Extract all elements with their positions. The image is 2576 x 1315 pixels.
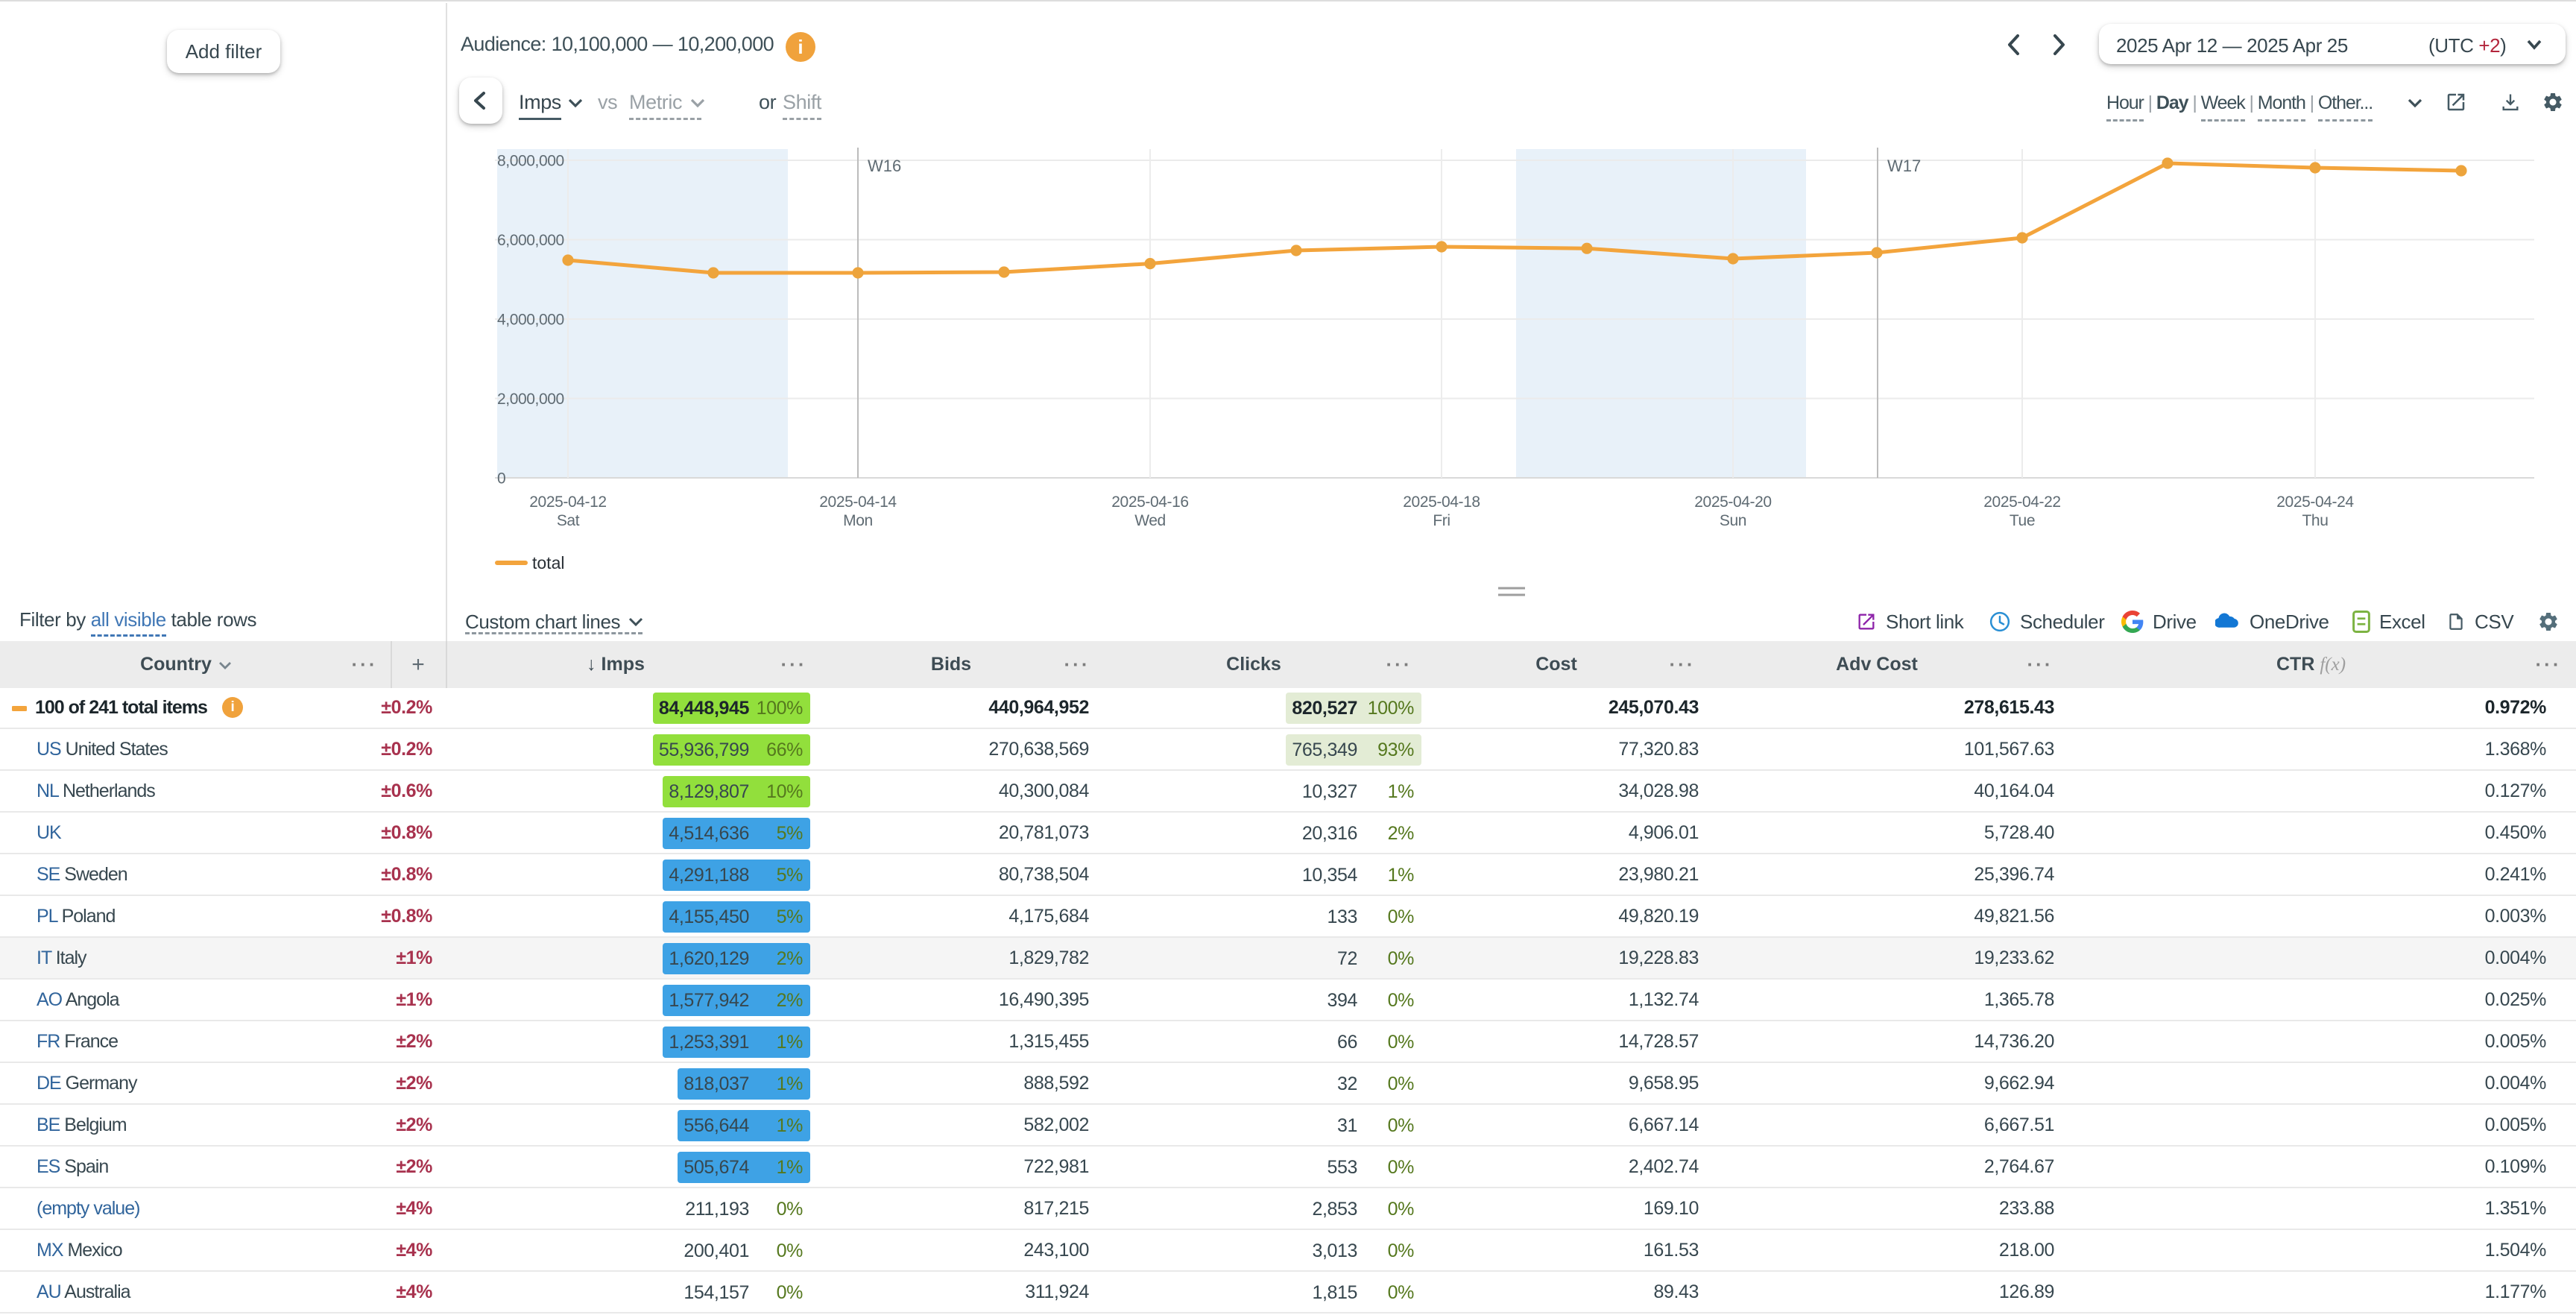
svg-text:Wed: Wed xyxy=(1134,512,1166,529)
svg-text:6,000,000: 6,000,000 xyxy=(497,232,564,249)
svg-text:2025-04-12: 2025-04-12 xyxy=(529,493,606,511)
svg-text:0: 0 xyxy=(497,470,505,487)
svg-text:2025-04-20: 2025-04-20 xyxy=(1694,493,1771,511)
svg-text:W17: W17 xyxy=(1887,157,1921,175)
svg-text:Mon: Mon xyxy=(843,512,873,529)
svg-text:Tue: Tue xyxy=(2010,512,2035,529)
svg-text:2,000,000: 2,000,000 xyxy=(497,391,564,408)
svg-text:W16: W16 xyxy=(868,157,901,175)
svg-text:Thu: Thu xyxy=(2302,512,2329,529)
svg-text:total: total xyxy=(532,553,564,573)
svg-text:2025-04-24: 2025-04-24 xyxy=(2276,493,2354,511)
svg-text:2025-04-16: 2025-04-16 xyxy=(1111,493,1188,511)
svg-text:4,000,000: 4,000,000 xyxy=(497,311,564,328)
svg-text:2025-04-14: 2025-04-14 xyxy=(819,493,897,511)
svg-text:Sun: Sun xyxy=(1720,512,1746,529)
svg-text:2025-04-18: 2025-04-18 xyxy=(1403,493,1480,511)
svg-text:Sat: Sat xyxy=(557,512,580,529)
svg-text:2025-04-22: 2025-04-22 xyxy=(1983,493,2060,511)
svg-text:8,000,000: 8,000,000 xyxy=(497,152,564,169)
svg-text:Fri: Fri xyxy=(1433,512,1450,529)
